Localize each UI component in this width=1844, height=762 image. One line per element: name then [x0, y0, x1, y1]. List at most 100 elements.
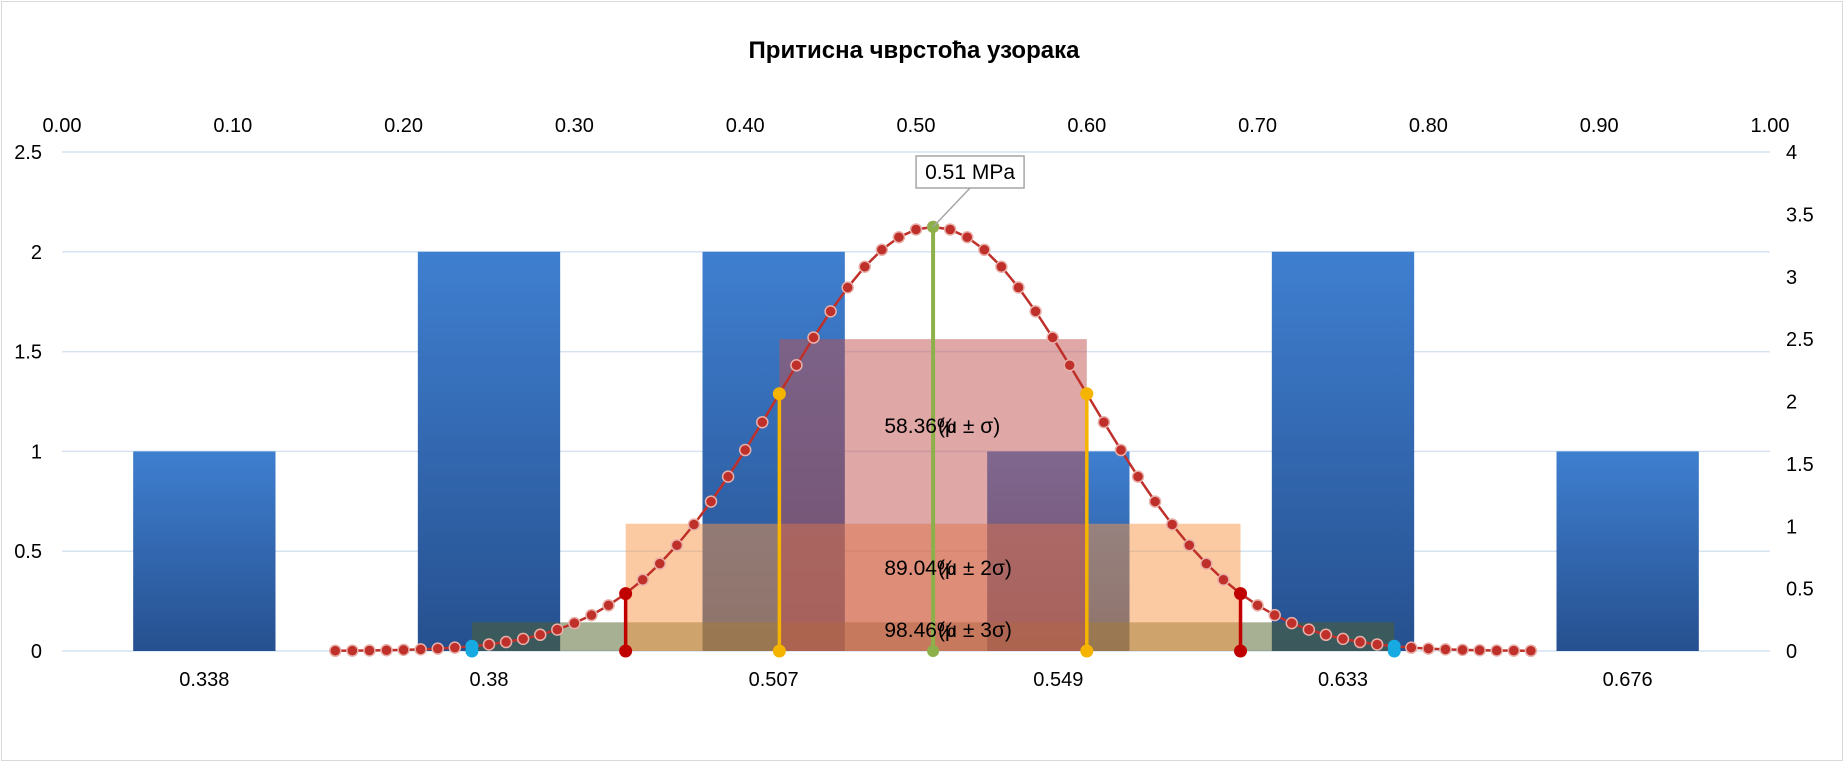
mean-callout-box — [915, 155, 1025, 189]
x-category-label: 0.338 — [179, 669, 229, 691]
curve-marker — [329, 644, 342, 658]
curve-marker — [1439, 643, 1452, 656]
curve-marker — [363, 644, 376, 657]
right-tick-label: 2 — [1786, 392, 1797, 414]
right-tick-label: 3.5 — [1786, 204, 1814, 226]
interval-percent-3sigma: 98.46% — [884, 619, 955, 642]
curve-marker — [1507, 644, 1521, 657]
curve-marker — [448, 641, 462, 654]
sigma-labels: 58.36%(μ ± σ) 89.04%(μ ± 2σ) 98.46%(μ ± 3σ… — [884, 415, 1012, 642]
curve-marker — [1063, 359, 1076, 372]
curve-marker — [841, 281, 854, 294]
curve-marker — [1114, 443, 1128, 457]
y-tick-label: 2.5 — [14, 142, 42, 164]
x-category-label: 0.38 — [470, 669, 509, 691]
sigma-boundary-marker — [1234, 587, 1248, 601]
curve-marker — [1183, 538, 1196, 552]
bar — [1556, 451, 1699, 651]
curve-marker — [1490, 644, 1503, 657]
x-category-label: 0.633 — [1318, 669, 1368, 691]
top-tick-label: 0.10 — [213, 115, 252, 137]
right-tick-label: 0.5 — [1786, 579, 1814, 601]
sigma-boundary-marker — [1080, 644, 1094, 658]
mean-callout: 0.51 MPa — [915, 155, 1025, 228]
bar — [1271, 251, 1415, 652]
curve-marker — [756, 415, 769, 429]
top-tick-label: 0.20 — [384, 115, 423, 137]
curve-marker — [551, 623, 564, 636]
right-tick-label: 0 — [1786, 641, 1797, 663]
curve-marker — [687, 518, 701, 531]
mean-callout-leader — [932, 187, 971, 228]
curve-marker — [1165, 518, 1179, 531]
curve-marker — [1251, 599, 1264, 612]
sigma-boundary-marker — [772, 644, 786, 658]
curve-marker — [636, 573, 649, 587]
right-tick-label: 4 — [1786, 142, 1797, 164]
y-tick-label: 1 — [31, 441, 42, 463]
curve-marker — [585, 608, 598, 622]
curve-marker — [1285, 616, 1299, 630]
right-tick-label: 1.5 — [1786, 454, 1814, 476]
curve-marker — [1524, 644, 1538, 658]
sigma-boundary-marker — [1234, 644, 1248, 658]
curve-marker — [568, 616, 581, 630]
bar — [417, 251, 561, 652]
curve-marker — [1405, 641, 1418, 654]
sigma-boundary-marker — [1387, 644, 1401, 658]
curve-marker — [978, 243, 991, 257]
top-tick-label: 0.90 — [1580, 115, 1619, 137]
top-tick-label: 0.00 — [43, 115, 82, 137]
curve-marker — [1148, 495, 1162, 508]
curve-marker — [533, 628, 547, 642]
sigma-boundary-marker — [772, 387, 786, 401]
curve-marker — [892, 230, 906, 244]
curve-marker — [1046, 331, 1059, 344]
y-tick-label: 2 — [31, 242, 42, 264]
interval-percent-1sigma: 58.36% — [884, 415, 955, 438]
curve-marker — [704, 495, 718, 508]
top-tick-label: 0.30 — [555, 115, 594, 137]
curve-marker — [738, 443, 752, 457]
curve-marker — [431, 642, 445, 655]
curve-marker — [943, 223, 957, 236]
sigma-lines — [465, 220, 1401, 658]
curve-marker — [1473, 643, 1486, 657]
curve-marker — [516, 632, 530, 646]
curve-marker — [482, 638, 496, 651]
curve-marker — [824, 305, 837, 318]
curve-marker — [1422, 642, 1435, 655]
curve-marker — [1217, 573, 1230, 587]
interval-label-3sigma: (μ ± 3σ) — [938, 619, 1012, 642]
y-tick-label: 1.5 — [14, 342, 42, 364]
sigma-boundary-marker — [465, 644, 479, 658]
right-tick-label: 1 — [1786, 516, 1797, 538]
bar — [133, 451, 276, 651]
sigma-boundary-marker — [1080, 387, 1094, 401]
curve-marker — [1097, 415, 1111, 429]
curve-marker — [653, 557, 667, 570]
interval-label-2sigma: (μ ± 2σ) — [938, 557, 1012, 580]
sigma-boundary-marker — [619, 644, 633, 658]
curve-marker — [807, 331, 820, 344]
curve-marker — [995, 260, 1008, 273]
curve-marker — [1200, 557, 1213, 570]
top-tick-label: 1.00 — [1751, 115, 1790, 137]
curve-marker — [858, 260, 872, 273]
curve-marker — [790, 359, 803, 372]
curve-marker — [670, 538, 684, 552]
x-category-label: 0.676 — [1603, 669, 1653, 691]
curve-marker — [1370, 638, 1384, 651]
curve-marker — [1319, 628, 1333, 642]
chart-title: Притисна чврстоћа узорака — [749, 37, 1081, 64]
curve-marker — [414, 643, 427, 656]
y-tick-label: 0 — [31, 641, 42, 663]
curve-marker — [346, 644, 359, 657]
curve-marker — [1456, 643, 1469, 657]
y-tick-label: 0.5 — [14, 541, 42, 563]
curve-marker — [909, 223, 923, 236]
curve-marker — [721, 470, 735, 483]
curve-marker — [1029, 305, 1042, 318]
